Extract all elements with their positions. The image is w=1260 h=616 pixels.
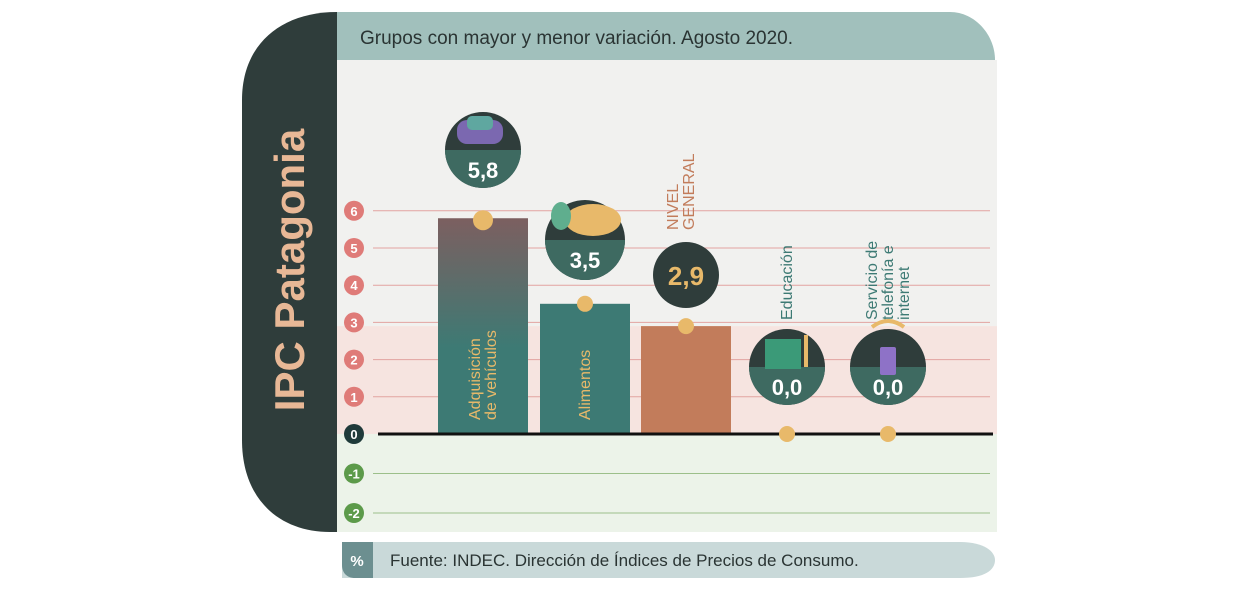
bar [540,303,630,434]
y-tick-label: -1 [348,467,360,482]
y-tick-marker [344,238,364,258]
header-title: Grupos con mayor y menor variación. Agos… [360,28,793,49]
y-tick-label: -2 [348,506,360,521]
y-tick-label: 5 [350,241,357,256]
category-label-line: Adquisición [467,338,484,420]
side-title: IPC Patagonia [266,128,313,411]
value-dot [678,318,694,335]
unit-label: % [350,553,363,570]
y-tick-marker [344,424,364,444]
y-tick-marker [344,386,364,407]
footer-band [342,542,995,578]
value-label: 0,0 [873,375,904,400]
unit-box [342,542,373,578]
value-bubble-lower [749,367,825,405]
bar [641,326,731,434]
category-label-line: GENERAL [681,153,698,230]
book-icon [765,339,801,369]
source-text: Fuente: INDEC. Dirección de Índices de P… [390,551,859,570]
negative-band [337,434,997,532]
category-label: Educación [779,245,796,320]
phone-icon [880,347,896,375]
wifi-icon [870,319,906,329]
category-label: Alimentos [577,350,594,420]
y-tick-marker [344,200,364,221]
y-tick-marker [344,349,364,370]
side-panel [242,12,337,532]
y-tick-label: 0 [350,427,357,442]
value-label: 2,9 [668,261,704,291]
category-label-line: Educación [779,245,796,320]
category-label-line: telefonía e [880,245,897,320]
pencil-icon [804,335,808,367]
value-dot [577,295,593,312]
y-tick-marker [344,503,364,523]
y-tick-label: 3 [350,315,357,330]
pear-icon [551,202,571,230]
category-label-line: de vehículos [483,330,500,420]
y-tick-label: 2 [350,353,357,368]
y-tick-label: 4 [350,278,358,293]
value-bubble-lower [445,150,521,188]
category-label: NIVELGENERAL [665,153,698,230]
category-label-line: Servicio de [864,241,881,320]
y-tick-label: 6 [350,204,357,219]
value-bubble-lower [545,240,625,280]
y-tick-label: 1 [350,390,357,405]
value-dot [880,426,896,442]
category-label-line: internet [896,266,913,320]
header-band [337,12,995,60]
value-bubble [653,242,719,308]
value-dot [779,426,795,442]
y-tick-marker [344,463,364,484]
y-tick-marker [344,312,364,333]
category-label: Servicio detelefonía einternet [864,241,913,320]
y-tick-marker [344,275,364,296]
chicken-icon [565,204,621,236]
value-bubble-lower [850,367,926,405]
value-label: 3,5 [570,248,601,273]
category-label-line: Alimentos [577,350,594,420]
value-label: 0,0 [772,375,803,400]
value-label: 5,8 [468,158,499,183]
category-label: Adquisiciónde vehículos [467,330,500,420]
value-dot [473,210,493,231]
car-window-icon [467,116,493,130]
bar [438,218,528,434]
category-label-line: NIVEL [665,184,682,230]
